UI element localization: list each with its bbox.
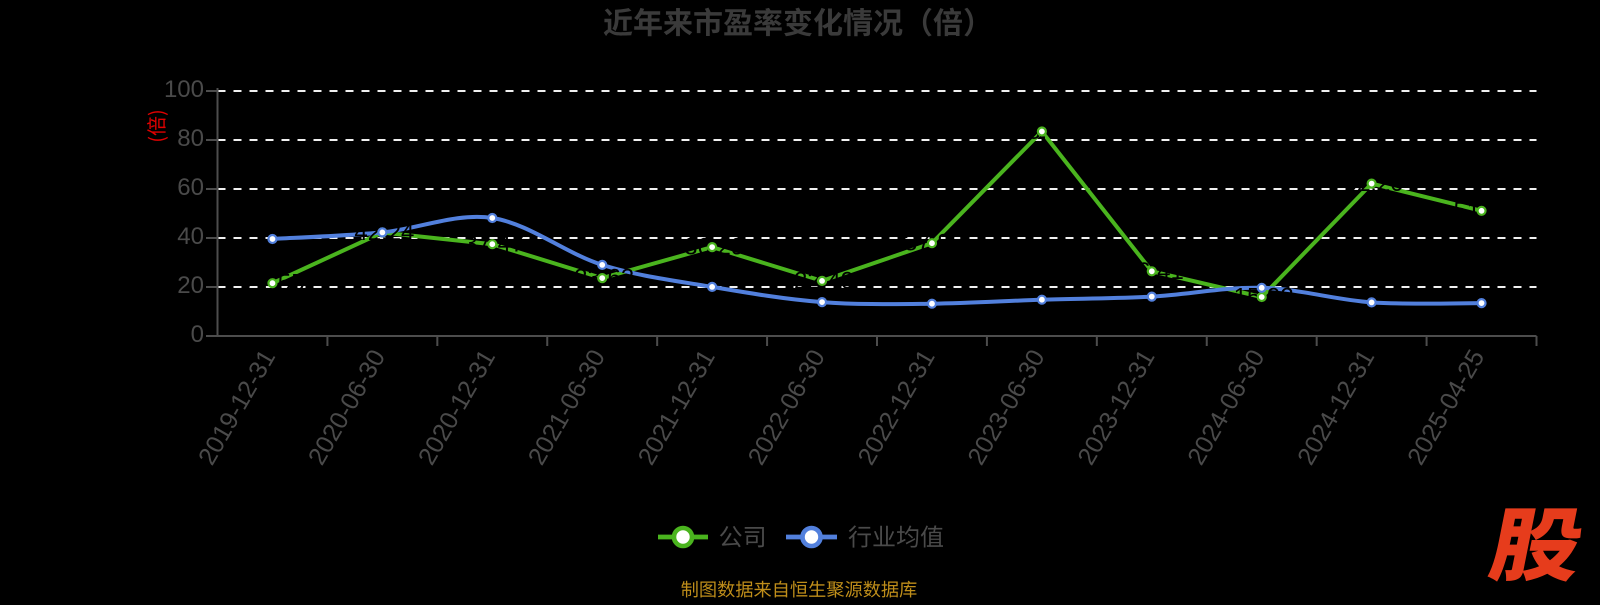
svg-text:100: 100	[164, 76, 204, 103]
svg-text:0: 0	[191, 321, 204, 348]
svg-text:20: 20	[177, 272, 204, 299]
svg-text:80: 80	[177, 125, 204, 152]
svg-text:40: 40	[177, 223, 204, 250]
svg-text:60: 60	[177, 174, 204, 201]
